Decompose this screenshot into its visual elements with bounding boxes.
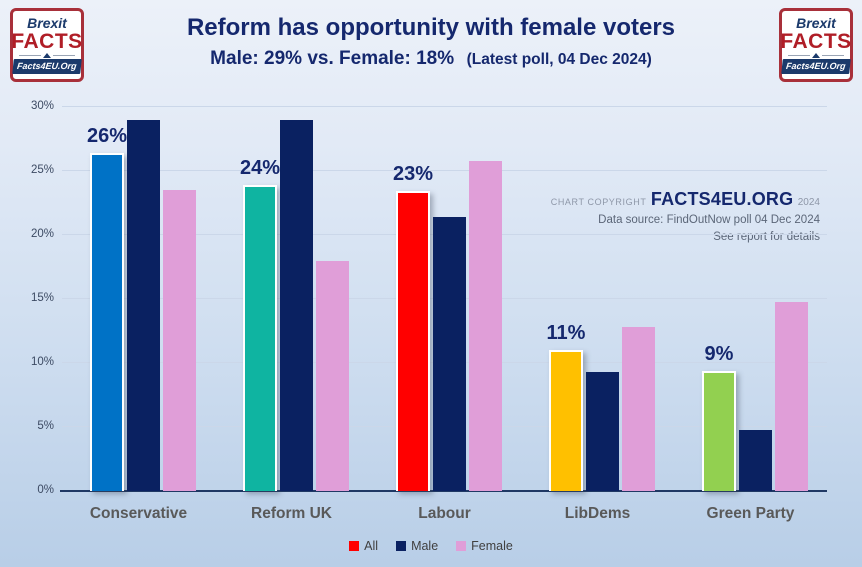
x-axis-label: Reform UK: [251, 505, 332, 522]
legend-item-all: All: [349, 539, 378, 553]
bar-male: [739, 429, 772, 491]
logo-brexit-text: Brexit: [796, 15, 836, 31]
bar-all: [396, 191, 430, 491]
bar-female: [469, 160, 502, 491]
brand-logo-left: Brexit FACTS Facts4EU.Org: [10, 8, 84, 82]
x-axis-label: Green Party: [706, 505, 795, 522]
y-tick-label: 0%: [37, 484, 54, 496]
bar-group: 24%: [215, 107, 368, 491]
legend-swatch: [349, 541, 360, 551]
subtitle-main: Male: 29% vs. Female: 18%: [210, 48, 455, 69]
y-tick-label: 5%: [37, 420, 54, 432]
copyright-prefix: CHART COPYRIGHT: [550, 197, 647, 207]
bar-female: [622, 327, 655, 491]
x-axis-label: Conservative: [89, 505, 188, 522]
bar-male: [433, 217, 466, 491]
y-tick-label: 10%: [30, 356, 54, 368]
bar-all: [702, 370, 736, 491]
y-tick-label: 25%: [30, 164, 54, 176]
legend-label: Female: [471, 539, 513, 553]
bar-female: [316, 260, 349, 491]
logo-brexit-text: Brexit: [27, 15, 67, 31]
bar-value-label: 9%: [704, 342, 734, 365]
up-triangle-icon: [812, 53, 820, 58]
logo-facts4eu-badge: Facts4EU.Org: [12, 59, 82, 74]
logo-facts-text: FACTS: [780, 30, 852, 53]
legend: All Male Female: [0, 539, 862, 553]
copyright-line1: CHART COPYRIGHT FACTS4EU.ORG 2024: [551, 186, 820, 212]
logo-divider: [788, 53, 844, 58]
chart-title: Reform has opportunity with female voter…: [186, 14, 676, 41]
copyright-block: CHART COPYRIGHT FACTS4EU.ORG 2024 Data s…: [551, 186, 820, 246]
legend-item-female: Female: [456, 539, 513, 553]
bar-group: 9%: [674, 107, 827, 491]
subtitle-note: (Latest poll, 04 Dec 2024): [466, 51, 652, 68]
bar-female: [163, 190, 196, 491]
x-axis-line: [60, 490, 827, 492]
bar-male: [127, 119, 160, 491]
copyright-year: 2024: [797, 197, 820, 208]
up-triangle-icon: [43, 53, 51, 58]
logo-facts4eu-badge: Facts4EU.Org: [781, 59, 851, 74]
bar-female: [775, 301, 808, 491]
legend-swatch: [396, 541, 407, 551]
bar-all: [549, 350, 583, 491]
legend-label: All: [364, 539, 379, 553]
bar-male: [586, 371, 619, 491]
gridline: [62, 170, 827, 171]
y-tick-label: 30%: [30, 100, 54, 112]
legend-label: Male: [411, 539, 439, 553]
x-axis-label: Labour: [418, 505, 471, 522]
bar-value-label: 23%: [392, 163, 434, 186]
brand-logo-right: Brexit FACTS Facts4EU.Org: [779, 8, 853, 82]
gridline: [62, 106, 827, 107]
logo-divider: [19, 53, 75, 58]
bar-group: 11%: [521, 107, 674, 491]
bar-all: [243, 185, 277, 491]
bar-value-label: 24%: [239, 157, 281, 180]
bar-group: 23%: [368, 107, 521, 491]
logo-facts-text: FACTS: [11, 30, 83, 53]
bar-group: 26%: [62, 107, 215, 491]
bar-all: [90, 153, 124, 491]
data-source-line: Data source: FindOutNow poll 04 Dec 2024: [598, 214, 820, 227]
y-tick-label: 15%: [30, 292, 54, 304]
report-note-line: See report for details: [713, 230, 820, 243]
chart-subtitle: Male: 29% vs. Female: 18% (Latest poll, …: [100, 48, 762, 70]
plot-area: 26% 24% 23% 11% 9%: [60, 106, 827, 492]
copyright-brand: FACTS4EU.ORG: [650, 189, 794, 209]
x-axis-label: LibDems: [564, 505, 631, 522]
bar-value-label: 26%: [86, 125, 128, 148]
legend-swatch: [456, 541, 467, 551]
y-tick-label: 20%: [30, 228, 54, 240]
bar-value-label: 11%: [546, 322, 586, 345]
legend-item-male: Male: [396, 539, 438, 553]
bar-male: [280, 119, 313, 491]
